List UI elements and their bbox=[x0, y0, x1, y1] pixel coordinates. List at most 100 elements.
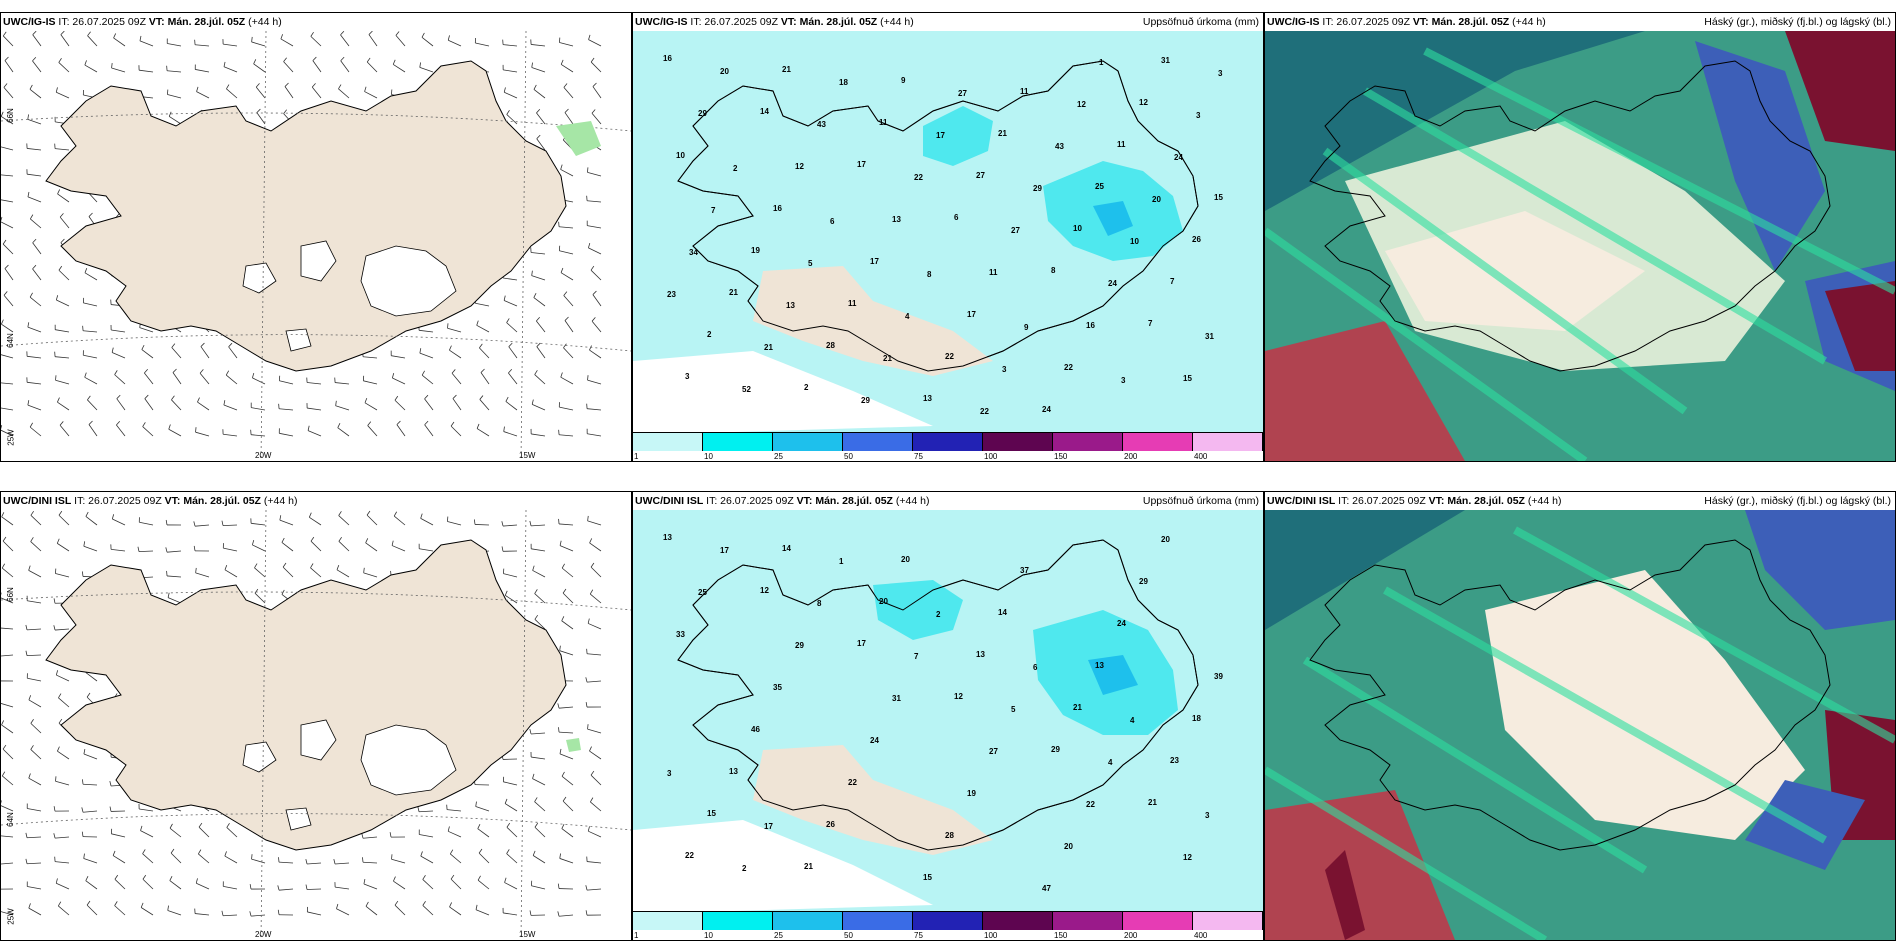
wind-barb bbox=[56, 882, 70, 890]
wind-barb bbox=[111, 352, 126, 359]
wind-barb bbox=[85, 672, 98, 682]
wind-barb bbox=[27, 600, 42, 604]
wind-barb-feather bbox=[478, 848, 483, 854]
precip-value-label: 17 bbox=[936, 131, 945, 140]
wind-barb bbox=[476, 324, 490, 333]
wind-barb-feather bbox=[1, 512, 5, 517]
wind-barb-feather bbox=[536, 108, 541, 114]
wind-barb-feather bbox=[364, 397, 368, 403]
wind-barb bbox=[198, 826, 210, 838]
precip-value-label: 12 bbox=[760, 586, 769, 595]
wind-barb bbox=[587, 200, 602, 203]
heavy-precip-north bbox=[923, 106, 993, 166]
precip-map-panel-row1: UWC/IG-IS IT: 26.07.2025 09Z VT: Mán. 28… bbox=[632, 12, 1264, 462]
wind-barb-feather bbox=[30, 537, 34, 542]
wind-barb bbox=[281, 542, 294, 552]
wind-barb bbox=[503, 524, 518, 527]
wind-barb bbox=[55, 780, 70, 786]
wind-barb bbox=[589, 750, 602, 760]
wind-barb-feather bbox=[283, 57, 287, 62]
wind-barb-feather bbox=[305, 859, 308, 865]
dry-area-south bbox=[633, 351, 933, 433]
wind-barb bbox=[26, 862, 42, 865]
wind-barb-feather bbox=[422, 875, 426, 880]
wind-barb bbox=[475, 909, 490, 916]
wind-barb bbox=[55, 329, 70, 333]
precip-value-label: 13 bbox=[786, 301, 795, 310]
wind-barb-feather bbox=[226, 84, 230, 90]
wind-barb-feather bbox=[193, 521, 196, 527]
wind-barb-feather bbox=[25, 624, 28, 630]
wind-barb bbox=[252, 377, 266, 385]
wind-barb bbox=[475, 302, 490, 307]
wind-barb bbox=[27, 886, 42, 890]
precip-value-label: 10 bbox=[1130, 237, 1139, 246]
wind-barb bbox=[225, 374, 238, 385]
precip-map[interactable]: 13 12 17 12 29 21 22 14 20 13 21 23 15 21 20 14 13 18 13 26… bbox=[633, 510, 1263, 912]
wind-barb bbox=[195, 572, 210, 578]
cloud-map[interactable] bbox=[1265, 31, 1895, 461]
wind-barb-feather bbox=[55, 878, 58, 884]
wind-barb-feather bbox=[394, 395, 399, 401]
wind-barb bbox=[559, 545, 574, 552]
precip-value-label: 16 bbox=[663, 54, 672, 63]
wind-barb bbox=[251, 434, 266, 437]
iceland-outline bbox=[677, 539, 1199, 851]
wind-barb-feather bbox=[450, 421, 455, 427]
precip-map[interactable]: 16 14 17 6 8 7 3 21 11 27 10 7 2 2 9 21 25 26 21 28 13 11 11 15… bbox=[633, 31, 1263, 433]
wind-barb bbox=[311, 86, 322, 99]
wind-barb-feather bbox=[310, 536, 315, 542]
colorbar-tick-label: 75 bbox=[914, 452, 923, 461]
precip-value-label: 16 bbox=[1086, 321, 1095, 330]
precip-value-label: 3 bbox=[667, 769, 672, 778]
wind-barb-feather bbox=[336, 903, 339, 909]
wind-barb bbox=[479, 399, 490, 411]
wind-barb bbox=[340, 60, 350, 73]
wind-barb bbox=[391, 355, 406, 359]
wind-barb-feather bbox=[589, 345, 592, 351]
wind-barb bbox=[531, 67, 546, 73]
precip-value-label: 2 bbox=[936, 610, 941, 619]
wind-barb bbox=[111, 329, 126, 333]
wind-barb bbox=[87, 35, 98, 47]
colorbar-tick-label: 400 bbox=[1194, 452, 1208, 461]
wind-barb bbox=[27, 119, 42, 125]
wind-barb bbox=[335, 862, 350, 865]
wind-barb bbox=[336, 569, 350, 578]
wind-barb-feather bbox=[30, 745, 34, 750]
wind-map[interactable]: 66N 64N 25W 20W 15W bbox=[1, 510, 631, 940]
wind-barb-feather bbox=[83, 749, 86, 755]
wind-barb-feather bbox=[109, 806, 112, 812]
wind-barb bbox=[55, 379, 70, 385]
colorbar-tick-label: 100 bbox=[984, 931, 998, 940]
wind-barb-feather bbox=[479, 395, 484, 400]
cloud-map[interactable] bbox=[1265, 510, 1895, 940]
wind-barb-feather bbox=[83, 853, 85, 859]
wind-barb bbox=[279, 380, 294, 385]
wind-barb bbox=[560, 376, 574, 385]
precip-value-label: 19 bbox=[751, 246, 760, 255]
wind-barb-feather bbox=[223, 400, 226, 406]
wind-barb bbox=[312, 60, 322, 73]
wind-barb bbox=[531, 756, 546, 760]
colorbar-segment bbox=[1123, 912, 1193, 930]
precip-value-label: 43 bbox=[817, 120, 826, 129]
wind-barb-feather bbox=[278, 857, 280, 863]
wind-barb bbox=[55, 836, 70, 839]
wind-barb-feather bbox=[195, 427, 197, 433]
wind-barb-feather bbox=[281, 537, 285, 543]
wind-barb-feather bbox=[447, 826, 450, 832]
precip-value-label: 6 bbox=[830, 217, 835, 226]
wind-barb-feather bbox=[338, 536, 342, 542]
wind-barb-feather bbox=[449, 902, 453, 908]
wind-barb-feather bbox=[58, 693, 62, 699]
colorbar-tick-label: 10 bbox=[704, 931, 713, 940]
panel-header: UWC/IG-IS IT: 26.07.2025 09Z VT: Mán. 28… bbox=[1265, 13, 1895, 31]
wind-barb bbox=[588, 830, 602, 838]
wind-barb bbox=[1, 221, 14, 229]
wind-map[interactable]: 66N 64N 25W 20W 15W bbox=[1, 31, 631, 461]
wind-barb-feather bbox=[450, 874, 455, 880]
precip-value-label: 5 bbox=[808, 259, 813, 268]
wind-barb bbox=[335, 382, 350, 385]
wind-barb-feather bbox=[590, 770, 595, 776]
